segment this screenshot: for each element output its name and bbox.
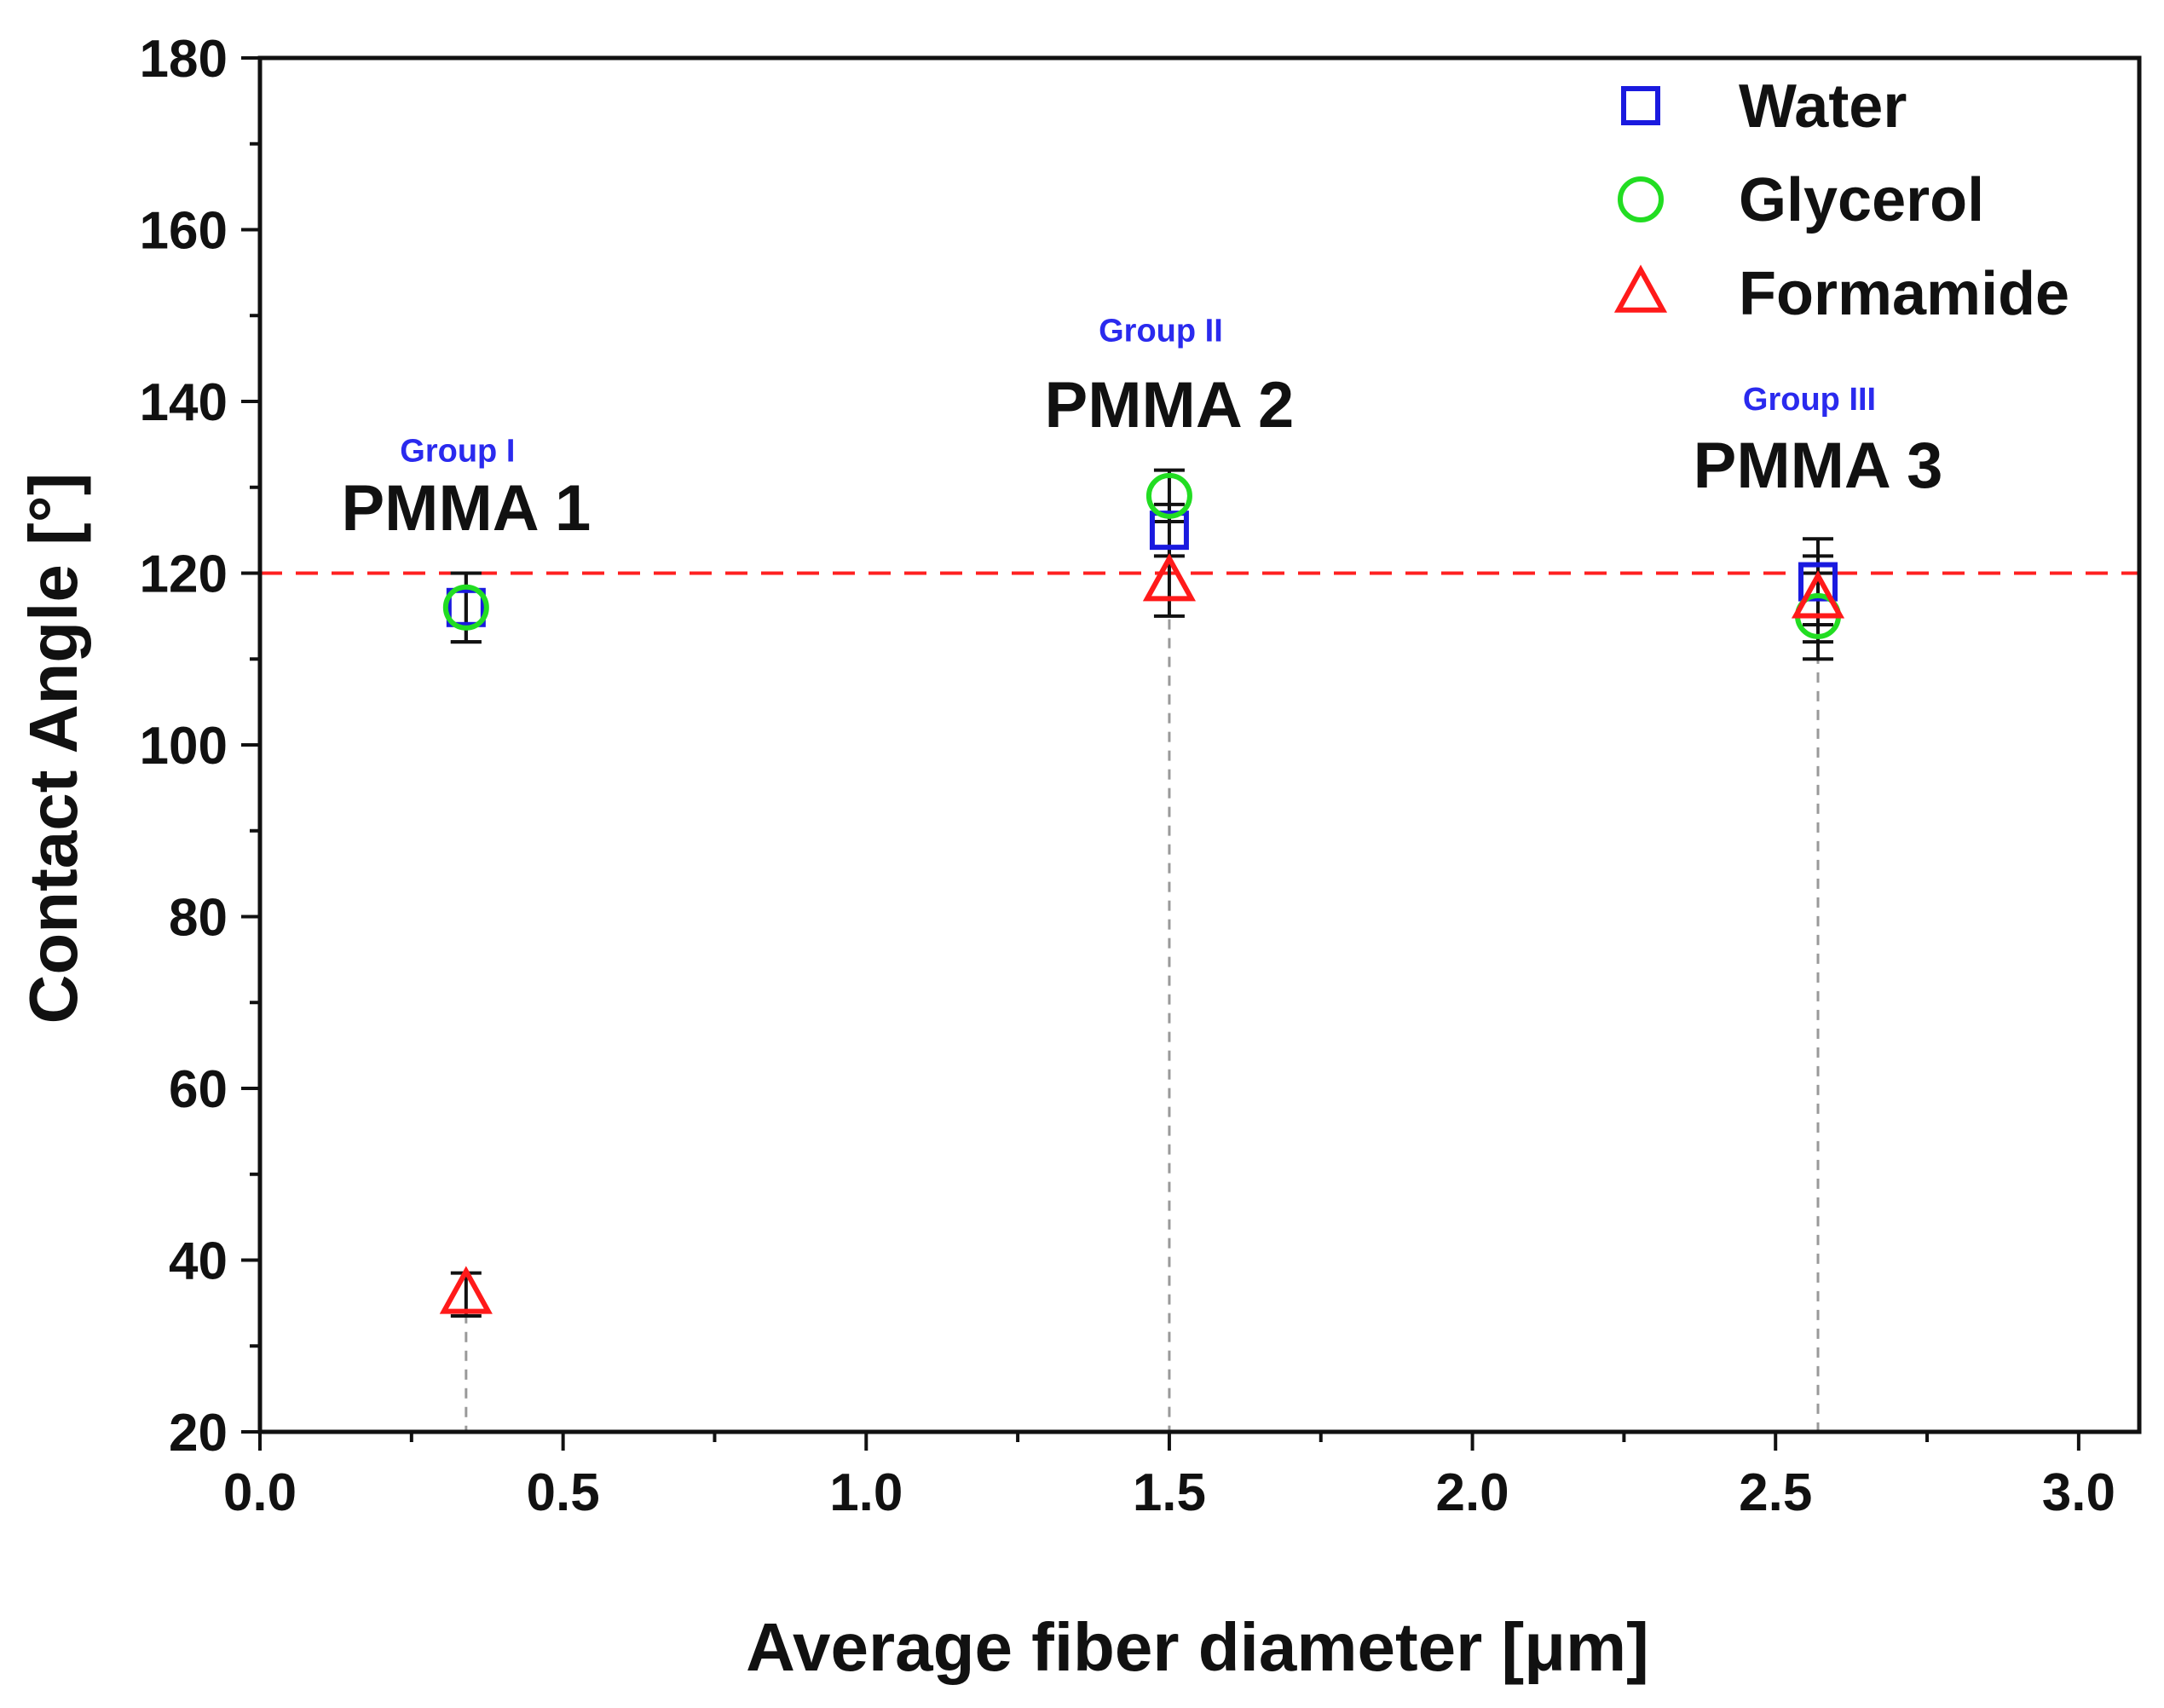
tick-labels: 20 40 60 80 100 120 140 160 180 0.0 0.5 1.0 1.5 2.0 2.… — [140, 30, 2115, 1522]
legend-water-marker — [1621, 86, 1660, 125]
sample-label: PMMA 3 — [1694, 430, 1943, 502]
y-tick-label: 140 — [140, 373, 228, 432]
x-axis-title: Average fiber diameter [μm] — [746, 1609, 1649, 1685]
water-point — [1798, 562, 1838, 602]
water-point — [446, 587, 486, 627]
legend-glycerol-marker — [1618, 176, 1664, 222]
y-tick-label: 40 — [169, 1232, 228, 1291]
legend-formamide-marker — [1613, 264, 1668, 313]
legend-formamide-label: Formamide — [1739, 260, 2069, 328]
y-axis-title: Contact Angle [°] — [15, 473, 91, 1024]
y-tick-label: 100 — [140, 717, 228, 776]
x-tick-label: 0.0 — [223, 1463, 297, 1522]
x-tick-label: 3.0 — [2042, 1463, 2115, 1522]
formamide-point — [439, 1266, 493, 1314]
legend: Water Glycerol Formamide — [1613, 72, 2069, 328]
glycerol-point — [442, 584, 489, 631]
legend-glycerol-label: Glycerol — [1739, 166, 1984, 234]
sample-label: PMMA 1 — [341, 472, 591, 545]
y-tick-label: 160 — [140, 202, 228, 261]
group-label: Group II — [1099, 313, 1223, 349]
error-bars — [450, 468, 1834, 1318]
y-tick-label: 80 — [169, 889, 228, 948]
ticks — [241, 56, 2080, 1451]
y-tick-label: 180 — [140, 30, 228, 89]
sample-label: PMMA 2 — [1045, 369, 1295, 441]
formamide-point — [1791, 570, 1845, 619]
y-tick-label: 120 — [140, 545, 228, 604]
x-tick-label: 2.5 — [1739, 1463, 1812, 1522]
legend-water-label: Water — [1739, 72, 1907, 141]
guide-lines — [465, 581, 1820, 1432]
group-label: Group I — [400, 434, 515, 470]
data-markers — [439, 472, 1845, 1314]
glycerol-point — [1145, 472, 1192, 519]
formamide-point — [1142, 553, 1197, 602]
x-tick-label: 2.0 — [1435, 1463, 1509, 1522]
x-tick-label: 1.5 — [1133, 1463, 1206, 1522]
water-point — [1149, 511, 1189, 551]
group-label: Group III — [1743, 382, 1876, 418]
y-tick-label: 20 — [169, 1404, 228, 1463]
x-tick-label: 0.5 — [527, 1463, 600, 1522]
y-tick-label: 60 — [169, 1060, 228, 1119]
x-tick-label: 1.0 — [829, 1463, 903, 1522]
